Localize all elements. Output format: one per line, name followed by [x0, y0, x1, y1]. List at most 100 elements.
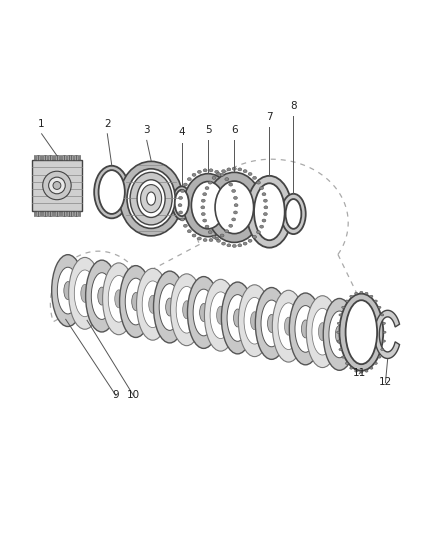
Ellipse shape: [244, 297, 265, 344]
Ellipse shape: [137, 180, 165, 217]
Ellipse shape: [166, 298, 174, 316]
Bar: [43, 155, 45, 160]
Ellipse shape: [289, 293, 321, 365]
Text: 11: 11: [353, 368, 366, 378]
Ellipse shape: [215, 237, 219, 240]
Ellipse shape: [180, 189, 184, 192]
Ellipse shape: [216, 239, 221, 243]
Ellipse shape: [85, 260, 118, 332]
Ellipse shape: [247, 176, 292, 248]
Ellipse shape: [203, 238, 207, 241]
Bar: [64, 211, 66, 216]
Ellipse shape: [193, 289, 214, 336]
Ellipse shape: [225, 177, 229, 181]
Ellipse shape: [370, 367, 373, 369]
Ellipse shape: [345, 300, 348, 302]
Ellipse shape: [281, 194, 306, 234]
Polygon shape: [374, 310, 399, 359]
Bar: [41, 211, 42, 216]
Text: 7: 7: [266, 112, 273, 122]
Ellipse shape: [205, 187, 209, 190]
Ellipse shape: [205, 279, 237, 351]
Ellipse shape: [201, 213, 205, 215]
Ellipse shape: [142, 281, 163, 328]
Ellipse shape: [263, 213, 267, 215]
Bar: [69, 211, 71, 216]
Bar: [34, 155, 35, 160]
Ellipse shape: [318, 322, 326, 341]
Ellipse shape: [170, 274, 203, 346]
Ellipse shape: [130, 172, 172, 225]
Ellipse shape: [251, 312, 258, 330]
Ellipse shape: [64, 281, 72, 300]
Ellipse shape: [120, 265, 152, 337]
Ellipse shape: [172, 187, 191, 220]
Ellipse shape: [370, 295, 373, 297]
Ellipse shape: [257, 181, 261, 184]
Bar: [60, 211, 61, 216]
Bar: [60, 155, 61, 160]
Ellipse shape: [382, 340, 385, 342]
Bar: [55, 155, 57, 160]
Bar: [53, 155, 54, 160]
Ellipse shape: [91, 273, 113, 319]
Ellipse shape: [378, 306, 381, 309]
Text: 10: 10: [127, 390, 140, 400]
Ellipse shape: [268, 314, 276, 333]
Ellipse shape: [272, 290, 305, 362]
Ellipse shape: [43, 171, 71, 200]
Ellipse shape: [253, 176, 257, 180]
Ellipse shape: [184, 174, 233, 237]
Ellipse shape: [52, 255, 84, 327]
Ellipse shape: [381, 349, 384, 351]
Ellipse shape: [262, 192, 266, 196]
Bar: [62, 155, 64, 160]
Bar: [48, 211, 49, 216]
Bar: [57, 211, 59, 216]
Ellipse shape: [159, 284, 180, 330]
Text: 8: 8: [290, 101, 297, 111]
Ellipse shape: [210, 292, 231, 338]
Text: 12: 12: [379, 377, 392, 387]
Bar: [50, 211, 52, 216]
Ellipse shape: [178, 204, 182, 207]
Bar: [38, 155, 40, 160]
Ellipse shape: [127, 169, 175, 229]
Text: 9: 9: [113, 390, 120, 400]
Ellipse shape: [339, 349, 342, 351]
Ellipse shape: [365, 292, 368, 294]
Ellipse shape: [264, 206, 268, 209]
Text: 1: 1: [38, 118, 45, 128]
Ellipse shape: [220, 173, 224, 176]
Ellipse shape: [94, 166, 129, 219]
Ellipse shape: [260, 225, 264, 228]
Ellipse shape: [350, 367, 353, 369]
Bar: [74, 155, 76, 160]
Ellipse shape: [232, 167, 237, 171]
Bar: [36, 155, 38, 160]
Ellipse shape: [179, 211, 183, 214]
Ellipse shape: [184, 183, 187, 186]
Ellipse shape: [257, 231, 261, 233]
Ellipse shape: [222, 169, 226, 173]
Bar: [67, 211, 68, 216]
Ellipse shape: [255, 287, 288, 359]
Bar: [76, 211, 78, 216]
Ellipse shape: [57, 267, 78, 314]
Ellipse shape: [120, 161, 183, 236]
Bar: [50, 155, 52, 160]
Ellipse shape: [261, 300, 282, 347]
Ellipse shape: [337, 322, 340, 325]
Ellipse shape: [192, 173, 196, 176]
Ellipse shape: [208, 181, 212, 184]
Ellipse shape: [227, 168, 231, 171]
Ellipse shape: [225, 230, 229, 233]
Ellipse shape: [137, 268, 169, 340]
Ellipse shape: [212, 236, 216, 238]
Bar: [71, 155, 73, 160]
Ellipse shape: [278, 303, 299, 350]
Ellipse shape: [323, 298, 356, 370]
Ellipse shape: [360, 371, 363, 373]
Bar: [71, 211, 73, 216]
Ellipse shape: [254, 183, 285, 240]
